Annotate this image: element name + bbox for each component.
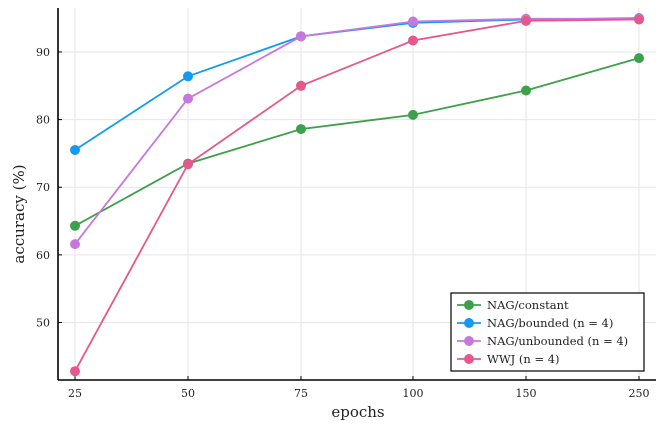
legend-label: NAG/bounded (n = 4) [487, 316, 613, 330]
data-point [296, 31, 306, 42]
y-tick-label: 80 [36, 114, 50, 127]
x-tick-label: 50 [181, 387, 195, 400]
data-point [70, 145, 80, 155]
series-2 [70, 13, 644, 155]
series-lines [70, 13, 644, 377]
data-point [296, 80, 306, 91]
legend-label: NAG/unbounded (n = 4) [487, 334, 628, 348]
legend-label: NAG/constant [487, 298, 569, 312]
series-4 [70, 14, 644, 377]
x-tick-label: 100 [403, 387, 424, 400]
data-point [183, 159, 193, 170]
series-3 [70, 13, 644, 250]
series-line [74, 17, 640, 151]
x-tick-label: 25 [68, 387, 82, 400]
legend-label: WWJ (n = 4) [487, 352, 560, 366]
y-tick-label: 90 [36, 46, 50, 59]
legend-box [450, 292, 645, 372]
x-tick-label: 250 [629, 387, 650, 400]
data-point [408, 109, 418, 120]
x-tick-label: 150 [516, 387, 537, 400]
grid [58, 8, 656, 380]
y-tick-label: 50 [36, 317, 50, 330]
series-line [74, 57, 640, 227]
data-point [408, 35, 418, 46]
y-tick-label: 60 [36, 249, 50, 262]
data-point [634, 53, 644, 64]
data-point [70, 239, 80, 250]
x-axis-title: epochs [331, 403, 384, 421]
y-tick-label: 70 [36, 181, 50, 194]
x-tick-label: 75 [294, 387, 308, 400]
data-point [521, 15, 531, 26]
legend-swatch-marker [464, 354, 474, 364]
legend: NAG/constant NAG/bounded (n = 4) NAG/unbou… [450, 292, 645, 372]
series-line [74, 18, 640, 372]
tick-labels: 25 50 75 100 150 250 50 60 70 80 90 [36, 46, 650, 400]
data-point [521, 85, 531, 96]
data-point [183, 93, 193, 104]
data-point [183, 71, 193, 82]
series-line [74, 17, 639, 245]
data-point [408, 16, 418, 27]
data-point [70, 220, 80, 231]
data-point [634, 14, 644, 25]
legend-swatch-marker [464, 300, 474, 310]
y-axis-title: accuracy (%) [10, 164, 28, 263]
data-point [296, 124, 306, 135]
data-point [70, 366, 80, 377]
axes [57, 8, 656, 381]
legend-swatch-marker [464, 336, 474, 346]
series-1 [70, 53, 644, 231]
legend-swatch-marker [464, 318, 474, 328]
